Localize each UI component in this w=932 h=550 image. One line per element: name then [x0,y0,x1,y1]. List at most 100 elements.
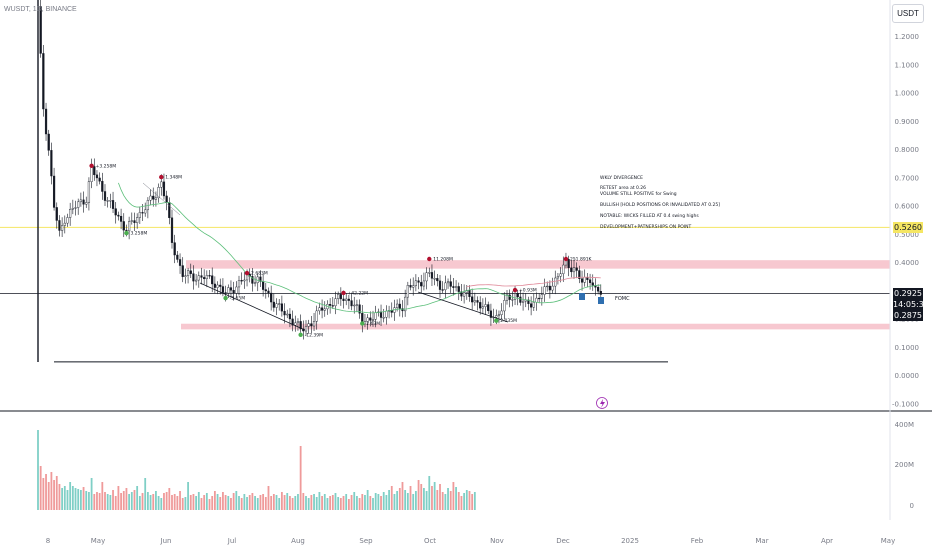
volume-bar [187,482,189,510]
volume-bar [74,488,77,510]
currency-button[interactable]: USDT [892,4,924,23]
pivot-low-marker [494,318,499,323]
volume-bar [213,491,216,510]
volume-bar [313,494,315,510]
volume-bar [114,496,117,510]
volume-bar [264,497,267,510]
volume-bar [37,430,39,510]
candle-body [586,277,589,280]
volume-bar [280,492,283,510]
volume-bar [382,492,385,510]
volume-bar [53,480,55,510]
low-price-badge: 0.2875 [893,310,923,321]
volume-bar [251,493,254,510]
y-axis-tick-label: 1.0000 [895,90,920,98]
volume-bar [345,494,348,510]
candle-body [195,279,198,282]
candle-body [599,291,602,295]
candle-body [532,302,535,308]
volume-bar [42,478,45,510]
candle-body [409,285,412,288]
volume-bar [248,495,251,510]
volume-bar [377,494,380,510]
volume-bar [420,484,423,510]
candle-body [74,207,77,209]
volume-bar [50,472,53,510]
candle-body [554,277,557,287]
candle-body [417,280,420,283]
trend-line [417,291,509,323]
candle-body [133,220,136,223]
volume-bar [390,486,393,510]
candle-body [430,272,434,279]
candle-body [575,267,578,271]
volume-bar [305,496,307,510]
candle-body [591,282,594,286]
candle-body [484,304,487,307]
candle-body [371,319,375,321]
candle-body [320,307,324,311]
candle-body [93,166,96,176]
volume-bar [106,494,109,510]
volume-bar [294,496,297,510]
candle-body [452,286,455,288]
candle-body [229,287,233,291]
candle-body [379,311,383,318]
candle-body [457,286,460,292]
candle-body [270,292,273,303]
candle-body [197,275,200,281]
candle-body [200,275,203,278]
volume-bar [146,492,149,510]
candle-body [154,197,158,200]
candle-body [556,276,560,279]
volume-bar [82,487,85,510]
candle-body [90,166,93,182]
volume-bar [181,498,184,510]
candle-body [259,276,262,282]
pivot-label: +0.93M [519,288,537,294]
volume-axis-tick-label: 0 [910,502,914,510]
volume-bar [109,495,112,510]
volume-bar [55,476,58,510]
candle-body [160,181,163,188]
candle-body [438,280,442,290]
last-price-badge: 0.2925 [893,288,923,299]
candle-body [221,286,225,293]
candle-body [471,296,474,303]
y-axis-tick-label: 1.2000 [895,33,920,41]
volume-bar [219,497,222,510]
candle-body [186,270,190,276]
fomc-label: FOMC [615,296,630,302]
candle-body [178,259,182,266]
volume-bar [58,484,61,510]
candle-body [152,195,155,200]
candle-body [240,280,243,282]
volume-bar [224,495,227,510]
candle-body [543,286,546,295]
candle-body [350,300,353,307]
volume-bar [47,482,50,510]
candle-body [329,304,332,306]
volume-bar [230,498,232,510]
candle-body [286,313,289,316]
candle-body [211,275,214,285]
candle-body [551,285,554,291]
volume-bar [176,496,179,510]
volume-bar [197,492,200,510]
candle-body [117,214,120,217]
candle-body [318,307,321,312]
note-line: DEVELOPMENT+PATNERSHIPS ON POINT [600,225,692,230]
candle-body [572,267,576,273]
candle-body [500,310,503,315]
candle-body [39,6,42,54]
volume-bar [465,490,468,510]
volume-bar [173,494,176,510]
pivot-high-marker [512,287,518,293]
candle-body [109,200,112,202]
volume-bar [337,497,340,510]
volume-bar [353,492,356,510]
volume-axis-tick-label: 400M [895,421,914,429]
volume-bar [471,494,474,510]
volume-bar [463,493,466,510]
